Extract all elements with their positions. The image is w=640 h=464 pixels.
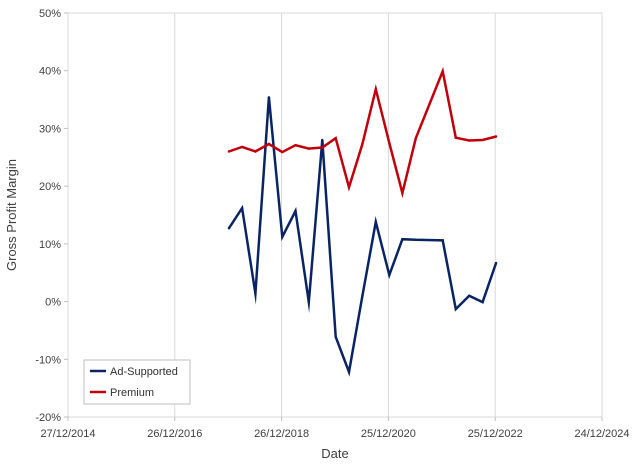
y-tick-label: 40% — [39, 66, 61, 78]
data-point-ad-supported — [240, 206, 244, 210]
series-lines — [227, 66, 498, 377]
data-point-ad-supported — [468, 294, 471, 297]
data-point-premium — [321, 146, 324, 149]
data-point-ad-supported — [481, 300, 484, 304]
x-axis-ticks: 27/12/2014 26/12/2016 26/12/2018 25/12/2020… — [40, 417, 630, 440]
data-point-premium — [307, 147, 310, 150]
data-point-ad-supported — [414, 238, 417, 241]
y-axis-title: Gross Profit Margin — [4, 159, 19, 271]
data-point-premium — [388, 141, 391, 145]
x-tick-label: 24/12/2024 — [574, 428, 629, 440]
data-point-premium — [374, 88, 377, 91]
data-point-premium — [481, 138, 484, 142]
data-point-premium — [347, 186, 351, 189]
data-point-ad-supported — [401, 238, 404, 241]
x-tick-label: 27/12/2014 — [40, 428, 95, 440]
data-point-ad-supported — [494, 261, 498, 265]
x-tick-label: 25/12/2022 — [468, 428, 523, 440]
x-tick-label: 26/12/2016 — [147, 428, 202, 440]
legend-label-ad-supported: Ad-Supported — [110, 366, 178, 378]
y-axis-ticks: 50% 40% 30% 20% 10% 0% -10% -20% — [35, 8, 68, 424]
legend-box — [83, 359, 191, 405]
y-tick-label: 10% — [39, 239, 61, 251]
data-point-premium — [468, 139, 471, 142]
x-tick-label: 26/12/2018 — [254, 428, 309, 440]
plot-area-border — [67, 12, 603, 418]
data-point-premium — [494, 135, 498, 138]
y-tick-label: 30% — [39, 123, 61, 135]
data-point-ad-supported — [334, 335, 337, 338]
data-point-premium — [281, 150, 284, 154]
y-tick-label: -20% — [35, 412, 61, 424]
series-line-ad-supported — [227, 97, 498, 377]
y-tick-label: 0% — [45, 297, 61, 309]
data-point-premium — [294, 144, 297, 147]
data-point-ad-supported — [294, 209, 297, 213]
data-point-ad-supported — [267, 96, 271, 99]
data-point-premium — [414, 137, 417, 140]
data-point-ad-supported — [321, 138, 324, 142]
data-point-premium — [361, 142, 364, 146]
data-point-ad-supported — [374, 220, 377, 224]
x-tick-label: 25/12/2020 — [361, 428, 416, 440]
data-point-ad-supported — [454, 307, 457, 311]
y-tick-label: -10% — [35, 354, 61, 366]
data-point-ad-supported — [347, 370, 351, 374]
data-point-premium — [254, 150, 257, 153]
y-tick-label: 20% — [39, 181, 61, 193]
data-point-ad-supported — [307, 300, 310, 304]
series-line-premium — [228, 66, 497, 199]
data-point-premium — [401, 191, 404, 195]
data-point-premium — [240, 145, 244, 149]
data-point-ad-supported — [441, 239, 444, 242]
data-point-ad-supported — [361, 294, 364, 297]
x-axis-title: Date — [321, 446, 348, 461]
data-point-premium — [441, 70, 444, 73]
data-point-ad-supported — [281, 235, 284, 239]
data-point-ad-supported — [388, 273, 391, 277]
data-point-premium — [227, 150, 231, 153]
data-point-premium — [267, 142, 271, 146]
legend: Ad-Supported Premium — [83, 359, 191, 405]
legend-label-premium: Premium — [110, 387, 154, 399]
data-point-premium — [454, 136, 457, 139]
data-point-premium — [334, 137, 337, 140]
data-point-ad-supported — [227, 227, 231, 230]
grid-lines — [174, 13, 496, 417]
y-tick-label: 50% — [39, 8, 61, 20]
data-point-ad-supported — [254, 292, 257, 295]
